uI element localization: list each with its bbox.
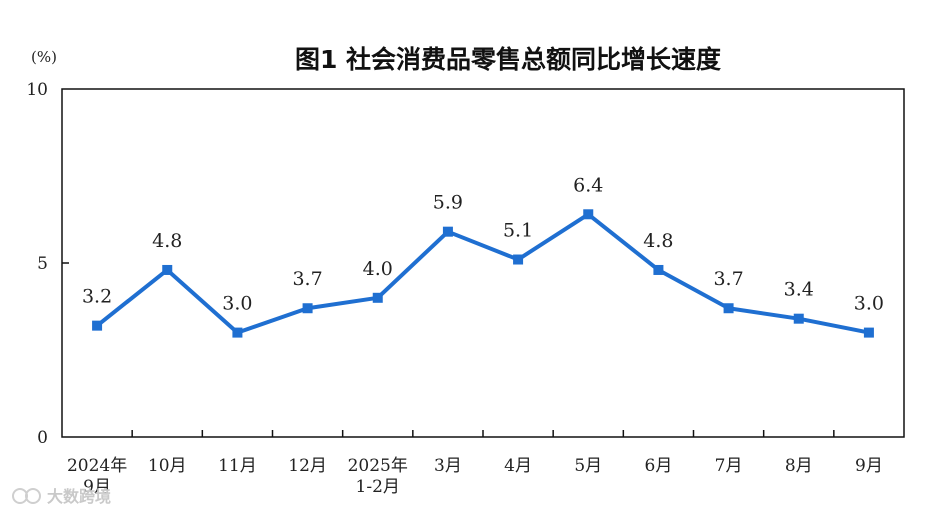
data-label: 4.0 xyxy=(363,258,393,280)
data-point-marker xyxy=(372,292,383,303)
y-tick-label: 0 xyxy=(37,428,48,448)
x-tick-label: 10月 xyxy=(148,456,187,476)
data-label: 4.8 xyxy=(152,230,182,252)
x-tick-label: 9月 xyxy=(855,456,883,476)
data-label: 3.7 xyxy=(713,268,743,290)
x-tick-label: 3月 xyxy=(434,456,462,476)
x-tick-label: 2024年 xyxy=(67,456,127,476)
chart-title: 图1 社会消费品零售总额同比增长速度 xyxy=(295,45,721,74)
data-point-marker xyxy=(863,327,874,338)
plot-frame xyxy=(61,88,905,438)
data-label: 3.0 xyxy=(854,293,884,315)
series-line xyxy=(95,212,870,335)
data-label: 3.4 xyxy=(784,279,814,301)
x-tick-label: 7月 xyxy=(715,456,743,476)
x-tick-label: 11月 xyxy=(218,456,257,476)
x-tick-label: 4月 xyxy=(504,456,532,476)
data-label: 4.8 xyxy=(643,230,673,252)
x-tick-label: 9月 xyxy=(83,477,111,497)
x-tick-label: 12月 xyxy=(288,456,327,476)
data-label: 5.9 xyxy=(433,192,463,214)
watermark: 大数跨境 xyxy=(12,487,111,506)
x-tick-label: 2025年 xyxy=(348,456,408,476)
x-tick-label: 5月 xyxy=(574,456,602,476)
data-point-marker xyxy=(513,254,524,265)
data-point-marker xyxy=(653,264,664,275)
data-point-marker xyxy=(92,320,103,331)
data-label: 5.1 xyxy=(503,220,533,242)
data-point-marker xyxy=(302,303,313,314)
x-tick-label: 6月 xyxy=(645,456,673,476)
data-point-marker xyxy=(723,303,734,314)
y-axis-unit: (%) xyxy=(31,48,57,66)
data-point-marker xyxy=(793,313,804,324)
data-label: 3.2 xyxy=(82,286,112,308)
data-label: 6.4 xyxy=(573,174,603,196)
data-point-marker xyxy=(583,209,594,220)
watermark-text: 大数跨境 xyxy=(47,487,111,506)
x-tick-label: 1-2月 xyxy=(356,477,400,497)
data-label: 3.0 xyxy=(222,293,252,315)
data-point-marker xyxy=(232,327,243,338)
y-tick-label: 5 xyxy=(37,254,48,274)
y-tick-label: 10 xyxy=(26,80,48,100)
data-point-marker xyxy=(162,264,173,275)
data-point-marker xyxy=(442,226,453,237)
data-label: 3.7 xyxy=(292,268,322,290)
x-tick-label: 8月 xyxy=(785,456,813,476)
